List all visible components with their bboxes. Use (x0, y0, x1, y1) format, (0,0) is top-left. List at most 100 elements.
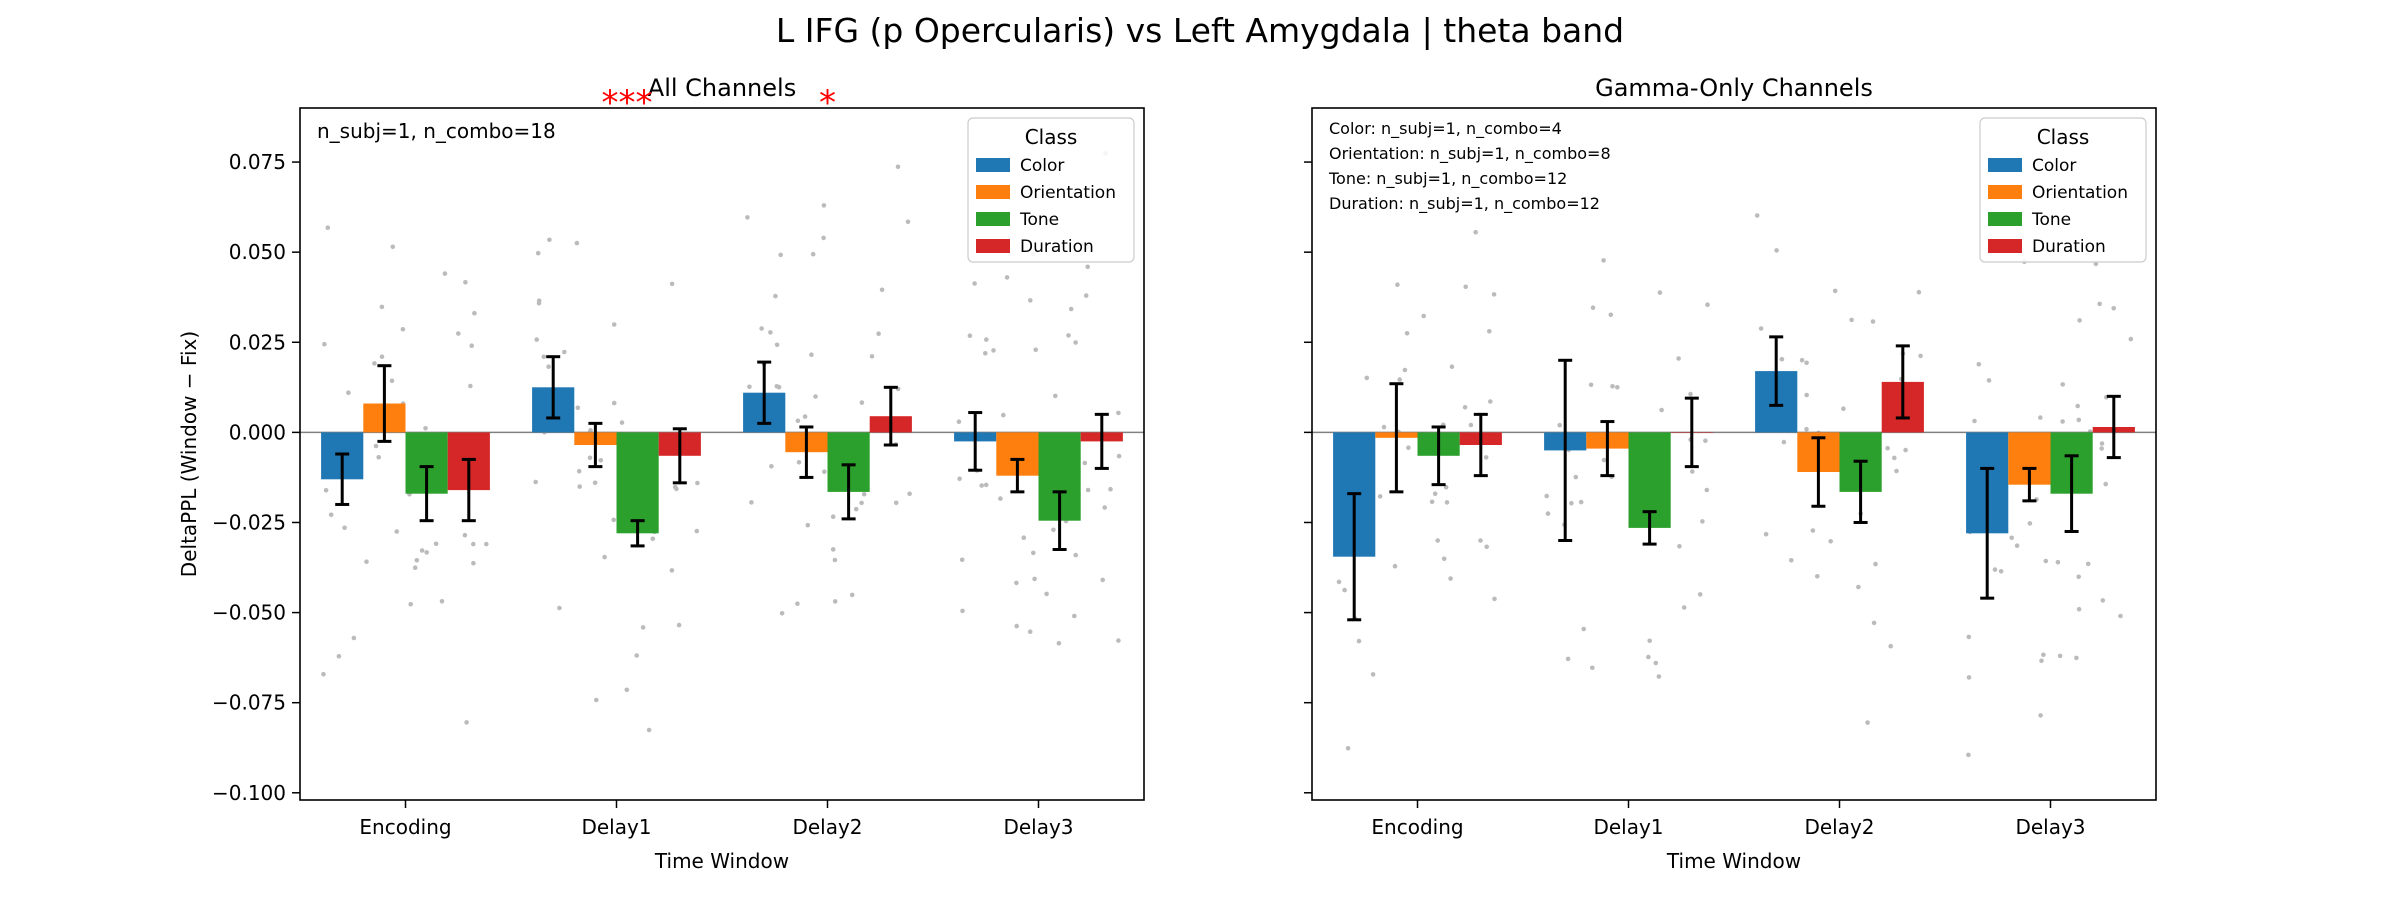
significance-marker: *** (602, 83, 653, 123)
y-tick-label: 0.025 (229, 330, 286, 354)
data-point (1610, 384, 1615, 389)
data-point (1487, 329, 1492, 334)
data-point (1688, 391, 1693, 397)
data-point (2111, 306, 2116, 311)
data-point (1068, 306, 1074, 312)
data-point (2075, 403, 2080, 409)
data-point (1028, 298, 1033, 303)
data-point (1799, 357, 1805, 363)
data-point (849, 592, 855, 598)
data-point (534, 337, 539, 342)
data-point (611, 400, 617, 406)
data-point (2099, 441, 2105, 446)
data-point (1804, 426, 1809, 432)
data-point (462, 532, 468, 538)
data-point (1758, 326, 1764, 331)
error-bar (1895, 344, 1910, 420)
data-point (905, 219, 911, 225)
data-point (2074, 655, 2079, 661)
chart-all-channels: 0.075 0.050 0.025 0.000 −0.025 −0.050 −0.075 −0… (177, 74, 1145, 873)
data-point (991, 348, 996, 353)
data-point (1001, 412, 1006, 418)
chart-gamma-only-channels: Encoding Delay1 Delay2 Delay3 Time Window Gam… (1304, 74, 2157, 873)
data-point (2099, 446, 2104, 451)
data-point (1659, 407, 1664, 413)
data-point (2077, 318, 2082, 323)
data-point (1463, 284, 1468, 290)
error-bar (1094, 412, 1109, 470)
legend-swatch-duration (1988, 239, 2022, 253)
x-axis-label: Time Window (654, 849, 789, 873)
data-point (853, 506, 859, 512)
data-point (419, 548, 425, 553)
data-point (1491, 292, 1497, 297)
data-point (998, 496, 1003, 501)
data-point (830, 514, 836, 519)
data-point (1435, 538, 1440, 543)
data-point (1608, 312, 1614, 318)
annotation-text: Tone: n_subj=1, n_combo=12 (1328, 169, 1567, 189)
data-point (456, 331, 461, 336)
error-bar (1600, 420, 1615, 478)
data-point (669, 568, 675, 573)
data-point (1998, 569, 2004, 574)
data-point (778, 252, 783, 258)
data-point (1646, 654, 1651, 660)
data-point (1774, 248, 1779, 253)
plot-frame (1311, 107, 2157, 801)
error-bar (546, 355, 561, 420)
data-point (1073, 552, 1078, 558)
data-point (1051, 527, 1056, 533)
error-bar (588, 421, 603, 469)
error-bar (419, 465, 434, 523)
data-point (469, 343, 475, 349)
data-point (598, 458, 604, 463)
data-point (1681, 605, 1687, 610)
data-point (876, 331, 881, 337)
data-point (1116, 638, 1121, 643)
data-point (1569, 500, 1574, 506)
data-point (1653, 660, 1659, 666)
data-point (408, 601, 414, 607)
panel-title: Gamma-Only Channels (1595, 74, 1873, 102)
data-point (1705, 302, 1710, 308)
data-point (1966, 675, 1972, 680)
data-point (379, 354, 385, 360)
data-point (1849, 317, 1854, 323)
data-point (1429, 499, 1435, 505)
data-point (2043, 558, 2049, 564)
data-point (1492, 596, 1497, 602)
data-point (1441, 556, 1447, 562)
data-point (1032, 576, 1037, 582)
error-bar (1853, 459, 1868, 524)
data-point (1033, 347, 1038, 353)
data-point (2014, 543, 2020, 548)
data-point (1381, 424, 1387, 430)
figure-suptitle: L IFG (p Opercularis) vs Left Amygdala |… (776, 11, 1624, 50)
error-bar (968, 411, 983, 472)
data-point (577, 484, 582, 489)
data-point (594, 697, 599, 703)
y-axis-label: DeltaPPL (Window − Fix) (177, 331, 201, 577)
data-point (1966, 752, 1971, 758)
data-point (2103, 481, 2108, 487)
data-point (574, 240, 580, 246)
plot-frame (299, 107, 1145, 801)
data-point (779, 611, 785, 616)
error-bar (335, 452, 350, 506)
legend: Class Color Orientation Tone Duration (967, 117, 1135, 263)
x-tick-label: Delay3 (2015, 815, 2085, 839)
data-point (640, 625, 646, 630)
data-point (676, 622, 682, 628)
data-point (464, 720, 469, 725)
error-bar (377, 364, 392, 443)
data-point (1601, 457, 1607, 463)
x-tick-label: Delay1 (581, 815, 651, 839)
data-point (2076, 606, 2082, 612)
jitter-points (321, 151, 1122, 733)
data-point (484, 541, 489, 547)
data-point (1116, 410, 1121, 416)
data-point (795, 418, 801, 424)
y-tick-label: −0.075 (212, 691, 286, 715)
data-point (1545, 511, 1551, 516)
